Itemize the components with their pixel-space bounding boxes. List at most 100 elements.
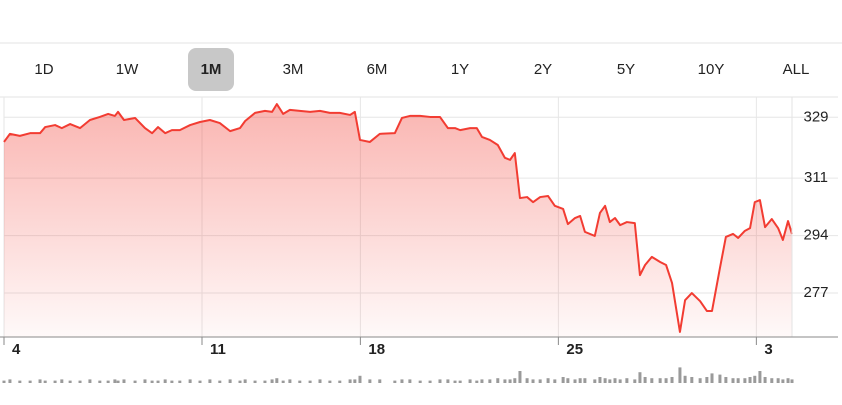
volume-bar bbox=[253, 380, 257, 383]
volume-bar bbox=[488, 379, 492, 383]
volume-bar bbox=[613, 378, 617, 383]
volume-bar bbox=[670, 377, 674, 383]
volume-bar bbox=[724, 377, 728, 383]
volume-bar bbox=[238, 380, 242, 383]
volume-bar bbox=[328, 380, 332, 383]
volume-bar bbox=[776, 378, 780, 383]
volume-bar bbox=[763, 377, 767, 383]
y-tick-label: 277 bbox=[803, 284, 828, 301]
volume-bar bbox=[353, 379, 357, 383]
volume-bar bbox=[705, 377, 709, 383]
volume-bar bbox=[578, 378, 582, 383]
volume-bar bbox=[106, 380, 110, 383]
volume-bar bbox=[790, 379, 794, 383]
volume-bar bbox=[518, 371, 522, 383]
volume-bar bbox=[566, 378, 570, 383]
range-tab[interactable]: 3M bbox=[283, 61, 304, 78]
y-tick-label: 311 bbox=[804, 169, 828, 186]
x-tick-label: 18 bbox=[368, 341, 385, 358]
volume-bar bbox=[546, 378, 550, 383]
range-tab[interactable]: 1M bbox=[201, 61, 222, 78]
range-tab[interactable]: 1Y bbox=[451, 61, 469, 78]
volume-bar bbox=[43, 380, 47, 383]
volume-bar bbox=[625, 378, 629, 383]
volume-bar bbox=[308, 380, 312, 383]
range-tab[interactable]: 1D bbox=[34, 61, 53, 78]
volume-bar bbox=[270, 379, 274, 383]
volume-bar bbox=[143, 379, 147, 383]
volume-bar bbox=[88, 379, 92, 383]
volume-bar bbox=[664, 378, 668, 383]
volume-bar bbox=[770, 378, 774, 383]
volume-bar bbox=[618, 379, 622, 383]
x-tick-label: 4 bbox=[12, 341, 21, 358]
range-tab[interactable]: 6M bbox=[367, 61, 388, 78]
volume-bar bbox=[468, 379, 472, 383]
volume-bar bbox=[538, 379, 542, 383]
volume-bar bbox=[731, 378, 735, 383]
volume-bar bbox=[358, 375, 362, 383]
volume-bar bbox=[781, 379, 785, 383]
volume-bar bbox=[753, 375, 757, 383]
volume-bar bbox=[658, 378, 662, 383]
range-tab[interactable]: ALL bbox=[783, 61, 810, 78]
price-line bbox=[3, 103, 793, 333]
volume-bar bbox=[683, 375, 687, 383]
volume-bar bbox=[643, 377, 647, 383]
range-tab[interactable]: 10Y bbox=[698, 61, 725, 78]
volume-bar bbox=[743, 378, 747, 383]
range-tab[interactable]: 5Y bbox=[617, 61, 635, 78]
volume-bar bbox=[710, 373, 714, 383]
volume-bar bbox=[60, 379, 64, 383]
volume-bar bbox=[458, 380, 462, 383]
volume-bar bbox=[150, 380, 154, 383]
volume-bar bbox=[38, 379, 42, 383]
volume-bar bbox=[2, 380, 6, 383]
volume-bar bbox=[748, 377, 752, 383]
volume-bars bbox=[2, 367, 794, 383]
x-tick-label: 3 bbox=[764, 341, 772, 358]
x-tick-label: 25 bbox=[566, 341, 583, 358]
y-tick-label: 329 bbox=[803, 108, 828, 125]
volume-bar bbox=[553, 379, 557, 383]
volume-bar bbox=[53, 380, 57, 383]
volume-bar bbox=[638, 372, 642, 383]
volume-bar bbox=[503, 379, 507, 383]
volume-bar bbox=[475, 380, 479, 383]
volume-bar bbox=[786, 378, 790, 383]
volume-bar bbox=[480, 379, 484, 383]
volume-bar bbox=[573, 379, 577, 383]
volume-bar bbox=[116, 380, 120, 383]
volume-bar bbox=[178, 380, 182, 383]
volume-bar bbox=[281, 380, 285, 383]
volume-bar bbox=[338, 380, 342, 383]
volume-bar bbox=[736, 378, 740, 383]
volume-bar bbox=[598, 377, 602, 383]
volume-bar bbox=[593, 379, 597, 383]
range-tab[interactable]: 2Y bbox=[534, 61, 552, 78]
selected-tab-bg bbox=[188, 48, 234, 91]
volume-bar bbox=[163, 379, 167, 383]
volume-bar bbox=[583, 378, 587, 383]
volume-bar bbox=[188, 379, 192, 383]
volume-bar bbox=[78, 380, 82, 383]
volume-bar bbox=[198, 380, 202, 383]
volume-bar bbox=[263, 380, 267, 383]
range-tab[interactable]: 1W bbox=[116, 61, 139, 78]
volume-bar bbox=[228, 379, 232, 383]
volume-bar bbox=[513, 378, 517, 383]
y-tick-label: 294 bbox=[803, 227, 828, 244]
volume-bar bbox=[650, 378, 654, 383]
volume-bar bbox=[318, 379, 322, 383]
volume-bar bbox=[8, 379, 12, 383]
volume-bar bbox=[275, 378, 279, 383]
area bbox=[4, 104, 792, 337]
x-tick-label: 11 bbox=[210, 341, 226, 358]
volume-bar bbox=[428, 380, 432, 383]
volume-bar bbox=[298, 380, 302, 383]
volume-bar bbox=[378, 379, 382, 383]
volume-bar bbox=[758, 371, 762, 383]
volume-bar bbox=[678, 367, 682, 383]
volume-bar bbox=[400, 379, 404, 383]
